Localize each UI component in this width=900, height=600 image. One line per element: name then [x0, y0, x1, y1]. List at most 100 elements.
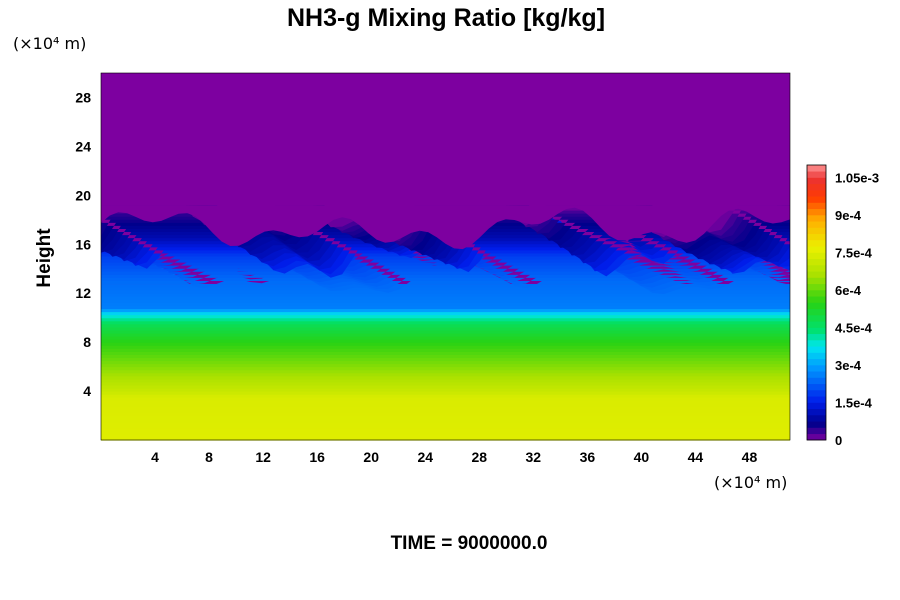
field-band: [101, 406, 790, 411]
colorbar-level: [807, 352, 826, 360]
field-band: [101, 209, 790, 269]
field-band: [101, 336, 790, 340]
colorbar-level: [807, 371, 826, 378]
colorbar-level: [807, 258, 826, 266]
x-tick-label: 4: [151, 449, 159, 465]
field-band: [101, 384, 790, 389]
field-band: [101, 366, 790, 371]
colorbar-tick-label: 9e-4: [835, 208, 862, 223]
x-tick-label: 24: [417, 449, 433, 465]
x-tick-label: 32: [526, 449, 542, 465]
x-tick-label: 20: [363, 449, 379, 465]
colorbar-level: [807, 277, 826, 285]
colorbar-level: [807, 296, 826, 303]
field-band: [101, 424, 790, 429]
field-band: [101, 293, 790, 297]
x-tick-label: 16: [309, 449, 325, 465]
field-band: [101, 403, 790, 407]
colorbar-level: [807, 333, 826, 341]
field-band: [101, 412, 790, 417]
colorbar-level: [807, 421, 826, 428]
colorbar-level: [807, 190, 826, 197]
chart-title: NH3-g Mixing Ratio [kg/kg]: [287, 4, 605, 32]
colorbar-level: [807, 315, 826, 322]
colorbar-tick-label: 4.5e-4: [835, 321, 873, 336]
colorbar-level: [807, 196, 826, 203]
field-band: [101, 287, 790, 291]
y-tick-label: 12: [75, 285, 91, 301]
field-band: [101, 433, 790, 438]
colorbar-level: [807, 327, 826, 335]
x-axis-ticks: 4 8 12 16 20 24 28 32 36 40 44 48: [151, 449, 757, 465]
field-band: [101, 323, 790, 328]
time-label: TIME = 9000000.0: [391, 533, 548, 554]
colorbar-level: [807, 290, 826, 297]
colorbar-level: [807, 215, 826, 222]
x-tick-label: 28: [471, 449, 487, 465]
colorbar-level: [807, 415, 826, 422]
field-band: [101, 360, 790, 365]
colorbar-level: [807, 233, 826, 241]
x-tick-label: 40: [634, 449, 650, 465]
field-band: [101, 326, 790, 331]
colorbar-level: [807, 252, 826, 260]
colorbar-level: [807, 246, 826, 253]
field-band: [101, 314, 790, 319]
colorbar-level: [807, 283, 826, 291]
y-tick-label: 16: [75, 236, 91, 252]
colorbar-level: [807, 396, 826, 403]
colorbar-level: [807, 183, 826, 191]
colorbar-level: [807, 271, 826, 278]
field-band: [101, 369, 790, 374]
field-band: [101, 409, 790, 414]
x-tick-label: 12: [255, 449, 271, 465]
colorbar-level: [807, 208, 826, 216]
field-band: [101, 308, 790, 313]
field-band: [101, 290, 790, 294]
colorbar-level: [807, 227, 826, 235]
field-band: [101, 348, 790, 352]
field-band: [101, 381, 790, 386]
colorbar-level: [807, 377, 826, 385]
colorbar-level: [807, 346, 826, 353]
field-band: [101, 342, 790, 346]
field-band: [101, 394, 790, 398]
field-band: [101, 418, 790, 423]
x-tick-label: 48: [742, 449, 758, 465]
y-axis-ticks: 4 8 12 16 20 24 28: [75, 89, 91, 399]
y-tick-label: 28: [75, 89, 91, 105]
colorbar-tick-label: 1.5e-4: [835, 396, 873, 411]
field-band: [101, 391, 790, 395]
field-band: [101, 354, 790, 359]
colorbar-level: [807, 427, 826, 435]
field-band: [101, 305, 790, 310]
colorbar-level: [807, 408, 826, 416]
field-band: [101, 302, 790, 307]
colorbar-level: [807, 202, 826, 210]
colorbar-level: [807, 240, 826, 247]
colorbar-level: [807, 365, 826, 372]
upper-boundary: [101, 205, 790, 250]
colorbar-tick-label: 0: [835, 433, 842, 448]
field-band: [101, 339, 790, 343]
colorbar-frame: [806, 164, 827, 441]
colorbar-level: [807, 265, 826, 272]
field-band: [101, 436, 790, 441]
field-band: [101, 415, 790, 420]
colorbar-tick-label: 6e-4: [835, 283, 862, 298]
colorbar-level: [807, 402, 826, 410]
field-band: [101, 351, 790, 355]
field-band: [101, 421, 790, 426]
colorbar-level: [807, 302, 826, 310]
colorbar-level: [807, 340, 826, 347]
y-axis-label: Height: [34, 228, 55, 288]
field-band: [101, 329, 790, 334]
field-band: [101, 204, 790, 265]
field-band: [101, 357, 790, 362]
field-band: [101, 378, 790, 383]
colorbar-tick-label: 7.5e-4: [835, 246, 873, 261]
field-band: [101, 320, 790, 325]
field-band: [101, 372, 790, 377]
colorbar-level: [807, 171, 826, 178]
